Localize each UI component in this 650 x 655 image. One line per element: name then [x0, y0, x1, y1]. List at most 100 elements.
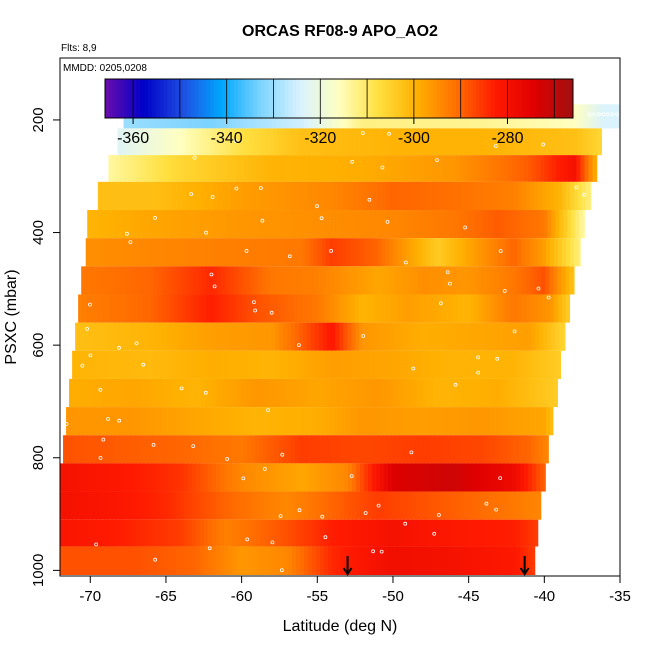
heatmap-cell — [588, 155, 593, 182]
heatmap-cell — [136, 155, 141, 182]
colorbar-segment — [526, 79, 530, 118]
heatmap-cell — [298, 294, 303, 322]
heatmap-cell — [162, 182, 167, 210]
heatmap-cell — [108, 546, 113, 575]
heatmap-cell — [479, 210, 484, 238]
heatmap-cell — [185, 379, 190, 407]
heatmap-cell — [469, 266, 474, 294]
heatmap-cell — [442, 182, 447, 210]
heatmap-cell — [518, 294, 523, 322]
heatmap-cell — [300, 492, 305, 520]
heatmap-cell — [372, 155, 377, 182]
heatmap-cell — [416, 492, 421, 520]
heatmap-cell — [450, 238, 455, 266]
heatmap-cell — [486, 294, 491, 322]
heatmap-cell — [138, 182, 143, 210]
colorbar-segment — [292, 79, 296, 118]
heatmap-cell — [352, 546, 357, 575]
heatmap-cell — [360, 155, 365, 182]
heatmap-cell — [264, 351, 269, 379]
heatmap-cell — [489, 266, 494, 294]
heatmap-cell — [103, 323, 108, 351]
heatmap-cell — [233, 266, 238, 294]
heatmap-cell — [276, 492, 281, 520]
heatmap-cell — [437, 379, 442, 407]
heatmap-cell — [443, 435, 448, 463]
heatmap-cell — [503, 323, 508, 351]
heatmap-cell — [429, 379, 434, 407]
heatmap-cell — [163, 435, 168, 463]
heatmap-cell — [507, 210, 512, 238]
heatmap-cell — [541, 379, 546, 407]
heatmap-cell — [444, 351, 449, 379]
heatmap-cell — [571, 210, 576, 238]
heatmap-cell — [262, 128, 267, 155]
heatmap-cell — [351, 323, 356, 351]
heatmap-cell — [531, 323, 536, 351]
heatmap-cell — [578, 238, 581, 266]
heatmap-cell — [340, 546, 345, 575]
heatmap-cell — [527, 435, 532, 463]
heatmap-cell — [291, 435, 296, 463]
colorbar-segment — [359, 79, 363, 118]
heatmap-cell — [315, 210, 320, 238]
heatmap-cell — [96, 520, 101, 547]
heatmap-cell — [135, 323, 140, 351]
heatmap-cell — [400, 463, 405, 491]
heatmap-cell — [531, 210, 536, 238]
heatmap-cell — [522, 182, 527, 210]
colorbar-segment — [206, 79, 210, 118]
heatmap-cell — [475, 435, 480, 463]
colorbar-segment — [148, 79, 152, 118]
heatmap-cell — [468, 155, 473, 182]
heatmap-cell — [226, 238, 231, 266]
heatmap-cell — [154, 238, 159, 266]
heatmap-cell — [132, 520, 137, 547]
heatmap-cell — [389, 379, 394, 407]
heatmap-cell — [241, 266, 246, 294]
heatmap-cell — [346, 238, 351, 266]
heatmap-cell — [367, 210, 372, 238]
heatmap-cell — [586, 128, 591, 155]
heatmap-cell — [165, 266, 170, 294]
heatmap-cell — [112, 520, 117, 547]
heatmap-cell — [464, 351, 469, 379]
heatmap-cell — [236, 546, 241, 575]
heatmap-cell — [110, 238, 115, 266]
heatmap-cell — [280, 463, 285, 491]
heatmap-cell — [558, 128, 563, 155]
heatmap-cell — [171, 435, 176, 463]
heatmap-cell — [326, 182, 331, 210]
heatmap-cell — [60, 463, 65, 491]
heatmap-cell — [235, 323, 240, 351]
heatmap-cell — [206, 294, 211, 322]
heatmap-cell — [529, 379, 534, 407]
heatmap-cell — [304, 463, 309, 491]
heatmap-cell — [119, 210, 124, 238]
heatmap-cell — [326, 238, 331, 266]
heatmap-cell — [283, 435, 288, 463]
heatmap-cell — [146, 238, 151, 266]
heatmap-row — [75, 323, 565, 351]
heatmap-cell — [550, 407, 553, 435]
heatmap-cell — [217, 379, 222, 407]
heatmap-cell — [370, 407, 375, 435]
heatmap-cell — [337, 266, 342, 294]
heatmap-cell — [308, 546, 313, 575]
heatmap-cell — [538, 128, 543, 155]
heatmap-cell — [299, 210, 304, 238]
heatmap-cell — [552, 351, 557, 379]
colorbar-segment — [409, 79, 413, 118]
heatmap-cell — [136, 463, 141, 491]
heatmap-cell — [324, 546, 329, 575]
heatmap-cell — [238, 407, 243, 435]
heatmap-cell — [460, 520, 465, 547]
heatmap-cell — [188, 351, 193, 379]
heatmap-cell — [225, 379, 230, 407]
heatmap-cell — [267, 435, 272, 463]
heatmap-cell — [230, 294, 235, 322]
heatmap-cell — [456, 520, 461, 547]
heatmap-cell — [332, 492, 337, 520]
heatmap-cell — [127, 323, 132, 351]
heatmap-cell — [484, 463, 489, 491]
